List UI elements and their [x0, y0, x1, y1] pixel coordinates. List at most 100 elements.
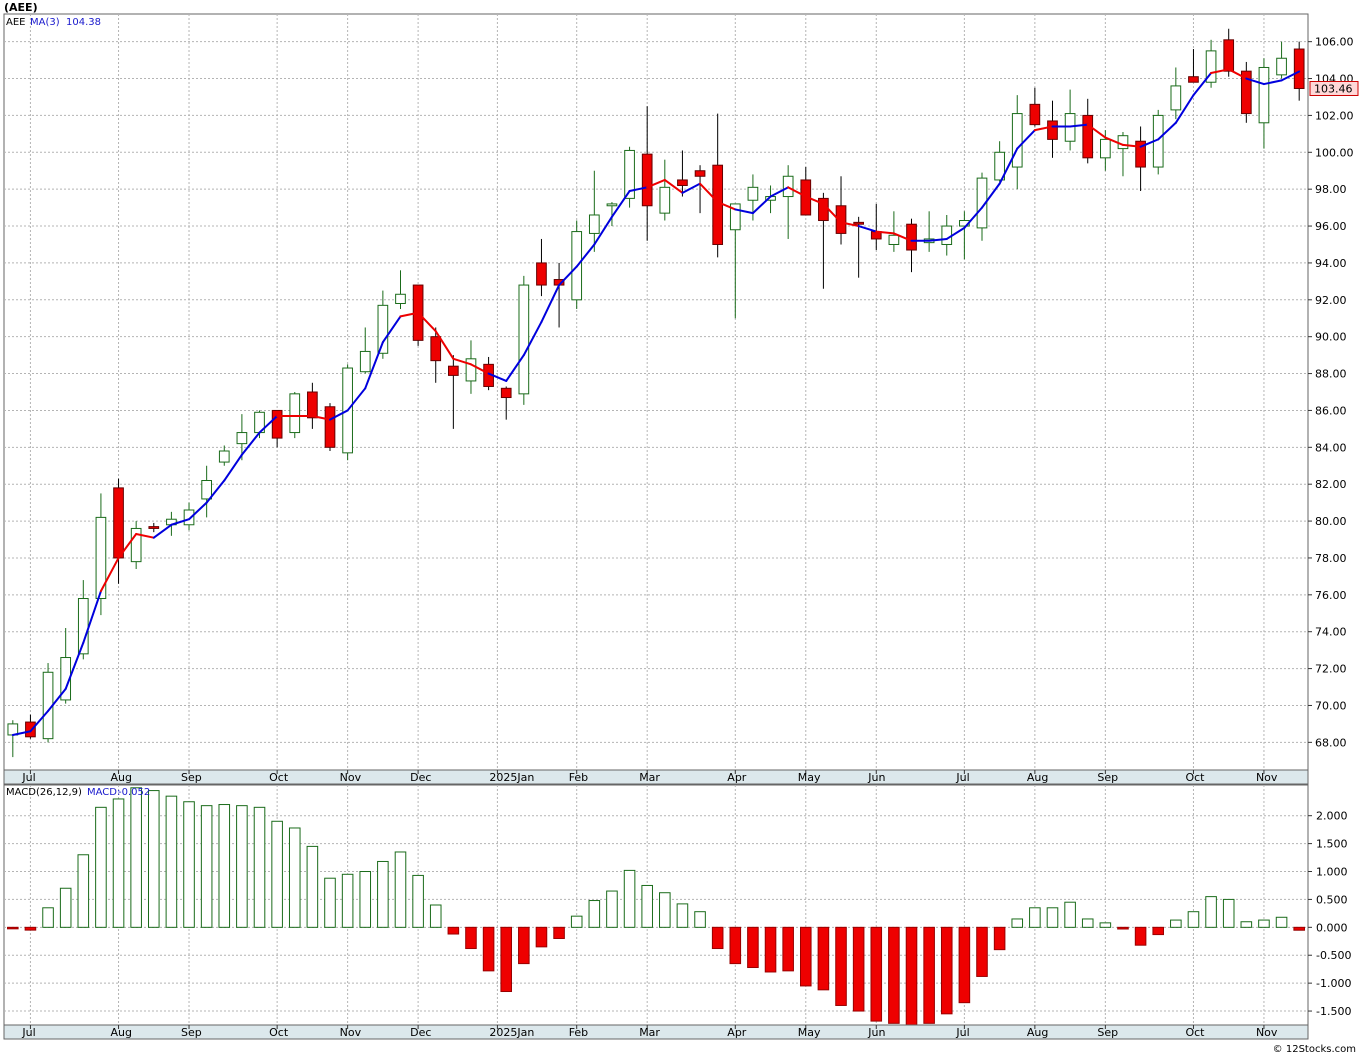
ma3-segment: [857, 225, 878, 233]
candle-body: [395, 293, 406, 304]
ma3-segment: [152, 523, 173, 539]
x-tick-label: Mar: [639, 1026, 660, 1039]
macd-bar: [1029, 907, 1041, 928]
macd-bar: [429, 904, 442, 928]
y-tick-label: 106.00: [1315, 36, 1354, 49]
macd-plot-frame: [3, 784, 1309, 1040]
macd-bar: [606, 890, 618, 928]
macd-bar: [447, 926, 460, 935]
candle-body: [377, 304, 389, 354]
x-tick-label: Sep: [1097, 771, 1118, 784]
candle-body: [1100, 138, 1111, 159]
macd-bar: [905, 926, 918, 1028]
candle-body: [1276, 57, 1287, 76]
candle-body: [588, 214, 600, 234]
macd-panel: 2.000 1.500 1.000 0.500 0.000 -0.500 -1.000 -1.…: [3, 784, 1351, 1040]
ma3-segment: [364, 341, 384, 390]
macd-y-axis: 2.000 1.500 1.000 0.500 0.000 -0.500 -1.000 -1.…: [1308, 810, 1351, 1018]
ma3-segment: [1262, 79, 1283, 86]
macd-bar: [958, 926, 971, 1004]
ma3-segment: [505, 354, 525, 382]
ma3-segment: [135, 532, 155, 539]
y-tick-label: 0.500: [1316, 893, 1348, 906]
candle-body: [1082, 114, 1094, 159]
macd-bar: [95, 806, 107, 928]
y-tick-label: 86.00: [1315, 404, 1347, 417]
macd-bar: [236, 805, 248, 928]
candle-body: [906, 223, 917, 251]
candle-body: [218, 450, 230, 463]
candle-body: [941, 225, 953, 245]
x-tick-label: Nov: [1256, 1026, 1278, 1039]
candle-body: [853, 221, 864, 225]
ma3-segment: [399, 311, 420, 318]
ma3-segment: [892, 232, 913, 242]
macd-bar: [1205, 896, 1217, 928]
ma3-segment: [1174, 94, 1195, 124]
macd-bar: [147, 790, 160, 928]
candle-body: [994, 151, 1005, 181]
macd-bar: [1293, 926, 1305, 931]
x-tick-label: Oct: [269, 1026, 289, 1039]
macd-bar: [1275, 916, 1288, 928]
macd-bar: [553, 926, 565, 939]
y-tick-label: 84.00: [1315, 441, 1347, 454]
macd-legend-macd-value: -0.052: [118, 787, 150, 798]
candle-body: [835, 205, 847, 234]
x-tick-label: Nov: [340, 1026, 362, 1039]
candle-body: [148, 526, 160, 529]
price-gridlines: [4, 14, 1308, 770]
candle-body: [324, 406, 336, 448]
price-panel: 68.00 70.00 72.00 74.00 76.00 78.00 80.00 82.00…: [3, 1, 1359, 785]
x-tick-label: Sep: [1097, 1026, 1118, 1039]
candle-body: [359, 350, 371, 373]
macd-bar: [694, 911, 706, 928]
ma3-segment: [82, 590, 102, 644]
macd-bar: [817, 926, 830, 991]
macd-bar: [976, 926, 988, 977]
y-tick-label: 92.00: [1315, 294, 1347, 307]
macd-bar: [1081, 918, 1094, 928]
ma3-segment: [346, 387, 367, 412]
macd-bar: [1187, 911, 1200, 928]
ma3-segment: [99, 556, 120, 593]
macd-bar: [324, 877, 336, 928]
ma3-segment: [1245, 77, 1265, 86]
ma3-segment: [593, 215, 613, 246]
ma3-segment: [329, 409, 349, 421]
candle-body: [659, 186, 671, 214]
x-tick-label: Apr: [727, 771, 747, 784]
ma3-segment: [417, 311, 437, 333]
y-tick-label: -1.000: [1316, 977, 1351, 990]
candle-body: [747, 186, 759, 201]
x-tick-label: Jun: [867, 771, 885, 784]
ma3-segment: [787, 186, 807, 198]
x-tick-label: Jul: [955, 771, 969, 784]
ma3-segment: [928, 237, 948, 242]
macd-bar: [852, 926, 865, 1012]
x-tick-label: Aug: [111, 771, 132, 784]
macd-bar: [676, 903, 689, 928]
candle-body: [518, 284, 530, 395]
y-tick-label: 0.000: [1316, 921, 1348, 934]
ma3-segment: [29, 709, 50, 733]
candle-body: [271, 409, 283, 439]
x-tick-label: Oct: [1185, 1026, 1205, 1039]
candle-body: [536, 262, 547, 286]
y-tick-label: 1.000: [1316, 866, 1348, 879]
ma3-segment: [1157, 121, 1177, 141]
y-tick-label: 94.00: [1315, 257, 1347, 270]
ma3-segment: [751, 195, 772, 215]
ma3-segment: [610, 190, 631, 218]
y-tick-label: 98.00: [1315, 183, 1347, 196]
candle-body: [888, 234, 900, 245]
macd-bar: [940, 926, 953, 1015]
x-tick-label: Jul: [21, 771, 35, 784]
macd-bar: [518, 926, 530, 965]
macd-bar: [271, 820, 283, 928]
ma3-segment: [258, 414, 279, 434]
ma3-segment: [117, 532, 138, 559]
ma3-segment: [1280, 70, 1301, 82]
macd-bar: [835, 926, 847, 1006]
x-tick-label: Aug: [111, 1026, 132, 1039]
